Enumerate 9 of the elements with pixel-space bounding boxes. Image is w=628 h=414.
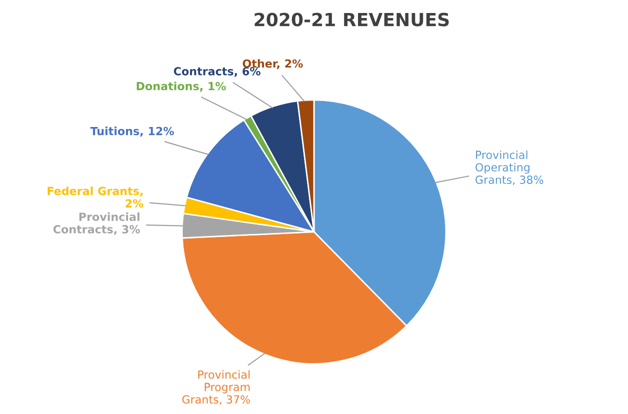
slice-label: Contracts, 6%	[174, 67, 260, 77]
slice-label: Provincial Program Grants, 37%	[182, 370, 250, 405]
slice-label: Provincial Contracts, 3%	[53, 212, 140, 235]
slice-label: Tuitions, 12%	[90, 126, 174, 137]
slice-label: Donations, 1%	[136, 82, 226, 92]
chart-title: 2020-21 REVENUES	[254, 12, 449, 26]
slice-label: Other, 2%	[242, 59, 303, 70]
slice-label: Federal Grants, 2%	[48, 186, 144, 208]
slice-label: Provincial Operating Grants, 38%	[476, 150, 544, 186]
